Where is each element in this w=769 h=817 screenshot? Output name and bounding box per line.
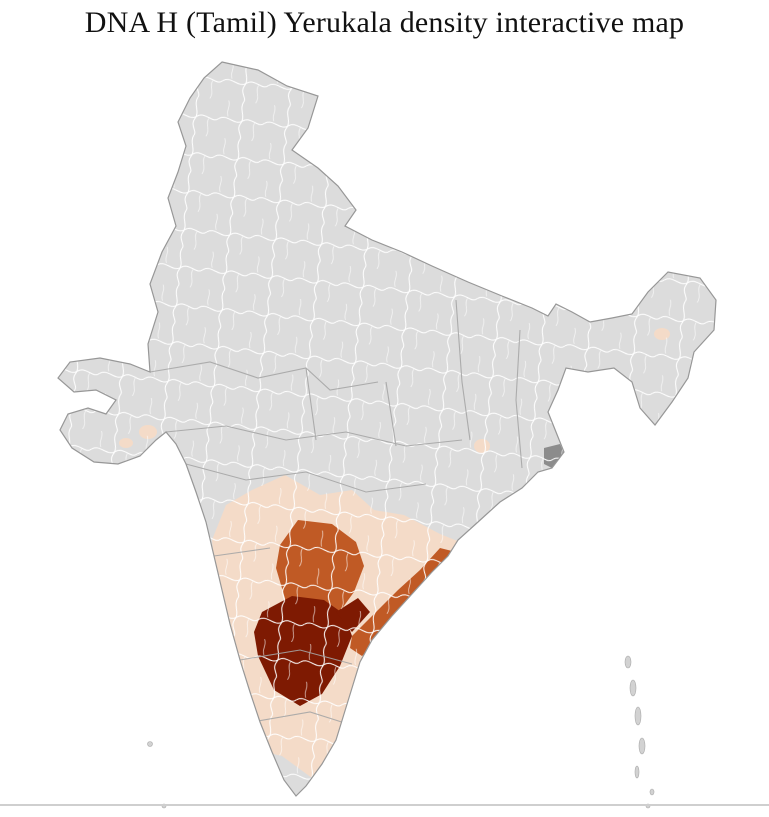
- district-boundaries-texture: [58, 62, 716, 796]
- andaman-nicobar-islands: [624, 655, 655, 809]
- page-title: DNA H (Tamil) Yerukala density interacti…: [84, 6, 685, 39]
- state-boundaries: [149, 299, 523, 725]
- lakshadweep-islands: [147, 741, 167, 809]
- bottom-divider: [0, 804, 769, 806]
